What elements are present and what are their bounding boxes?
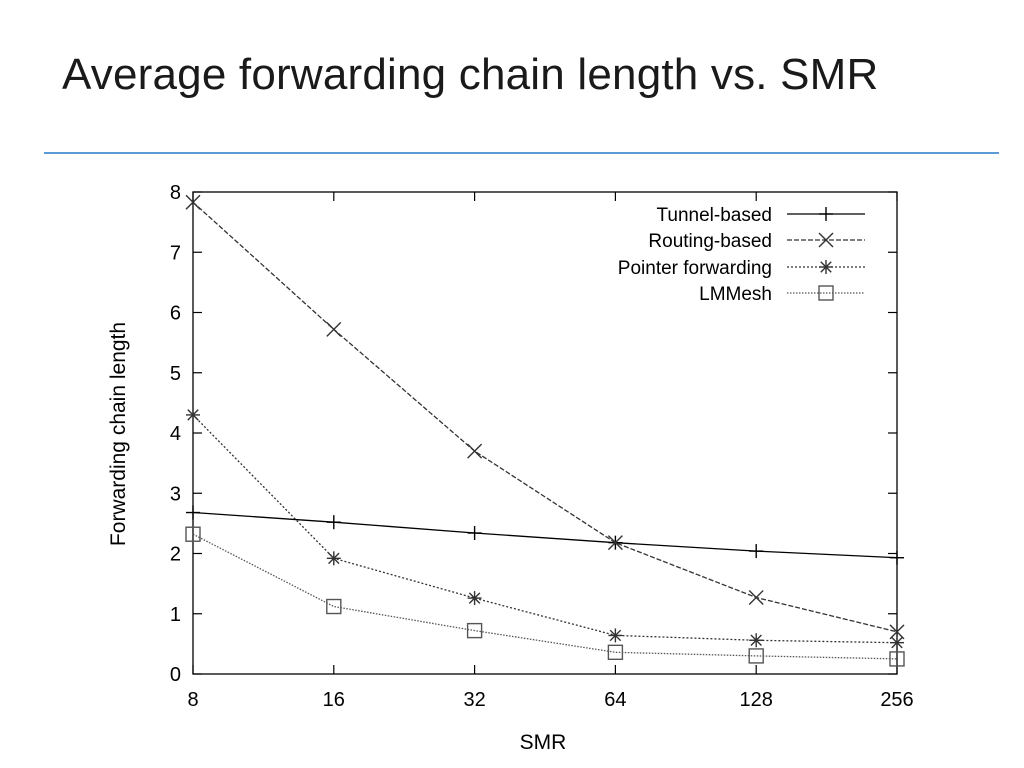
data-point [466, 622, 483, 639]
y-tick-label: 7 [170, 242, 181, 264]
y-tick-label: 1 [170, 604, 181, 626]
y-tick-label: 0 [170, 664, 181, 686]
x-tick-label: 8 [187, 689, 198, 711]
data-point [889, 624, 905, 640]
data-point [607, 644, 624, 661]
legend-marker [818, 232, 834, 248]
y-tick-label: 4 [170, 423, 181, 445]
legend-label: Tunnel-based [657, 205, 772, 226]
series-lmmesh [185, 526, 905, 667]
legend-label: Pointer forwarding [618, 258, 772, 279]
data-point [326, 515, 341, 530]
x-axis-label: SMR [520, 731, 567, 754]
data-point [467, 443, 483, 459]
data-point [889, 651, 905, 667]
series-tunnel-based [186, 505, 904, 565]
x-tick-label: 32 [463, 689, 485, 711]
data-point [467, 591, 482, 606]
y-tick-label: 8 [170, 182, 181, 204]
series-line [192, 201, 898, 633]
title-divider [44, 152, 999, 154]
x-tick-label: 256 [880, 689, 913, 711]
data-point [607, 535, 623, 551]
legend-label: LMMesh [699, 284, 772, 305]
axes: 0 1 2 3 4 5 6 7 8 8 16 32 64 128 256 [170, 182, 914, 711]
y-tick-label: 5 [170, 363, 181, 385]
data-point [749, 544, 764, 559]
x-tick-label: 64 [604, 689, 626, 711]
y-axis-label: Forwarding chain length [107, 322, 130, 546]
series-pointer-forwarding [186, 407, 904, 650]
data-point [749, 633, 764, 648]
data-point [608, 628, 623, 643]
x-tick-label: 128 [740, 689, 773, 711]
legend-marker [819, 207, 833, 221]
slide-title: Average forwarding chain length vs. SMR [62, 50, 879, 99]
data-point [467, 526, 482, 541]
data-point [748, 589, 764, 605]
data-point [326, 598, 342, 615]
y-tick-label: 6 [170, 303, 181, 325]
legend-label: Routing-based [648, 231, 772, 252]
data-point [326, 321, 342, 337]
plot-frame [192, 191, 898, 675]
data-point [326, 551, 341, 566]
series-line [192, 511, 898, 559]
legend-marker [818, 285, 834, 301]
data-point [186, 407, 200, 422]
data-point [186, 505, 200, 520]
series-line [192, 414, 898, 644]
y-tick-label: 3 [170, 483, 181, 505]
data-point [748, 648, 764, 664]
legend-marker [819, 260, 833, 274]
series-line [192, 533, 898, 660]
legend: Tunnel-based Routing-based Pointer forward… [618, 205, 865, 305]
y-tick-label: 2 [170, 544, 181, 566]
data-point [185, 526, 201, 542]
x-tick-label: 16 [323, 689, 345, 711]
series-group [185, 194, 905, 667]
series-routing-based [185, 194, 905, 640]
data-point [185, 194, 201, 210]
data-point [890, 550, 904, 565]
data-point [890, 635, 904, 650]
